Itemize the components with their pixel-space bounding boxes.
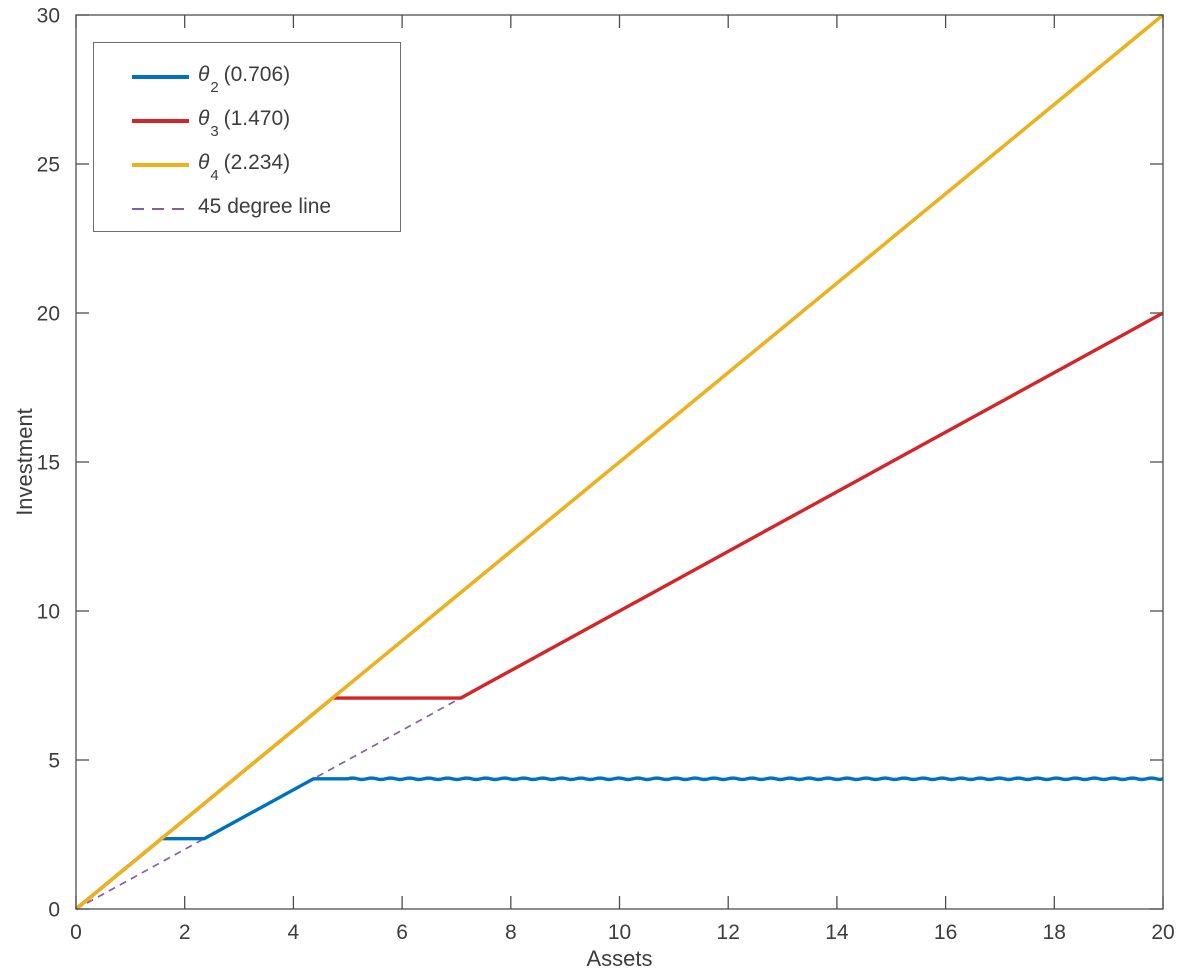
x-tick-label: 8 [505,921,517,944]
x-tick-label: 2 [179,921,191,944]
y-tick-label: 10 [37,601,60,624]
series-line-theta2 [74,776,1164,911]
theta-symbol: θ [198,151,210,175]
x-tick-label: 4 [288,921,300,944]
y-tick-label: 15 [37,452,60,475]
legend-line-sample-theta3 [132,119,189,123]
legend-line-sample-45-degree [132,208,189,210]
legend-label-theta3: θ3 (1.470) [198,107,291,139]
legend-item-theta4: θ4 (2.234) [94,151,400,184]
y-tick-label: 0 [48,899,60,922]
legend-line-sample-theta2 [132,75,189,79]
x-axis-label: Assets [586,946,653,971]
legend-label-theta4: θ4 (2.234) [198,151,291,183]
legend-label-45-degree: 45 degree line [198,195,331,222]
series-line-theta4 [74,13,1165,911]
theta-symbol: θ [198,107,210,131]
theta-subscript: 2 [210,78,219,96]
legend-label-theta2: θ2 (0.706) [198,63,291,95]
x-tick-label: 14 [825,921,849,944]
theta-subscript: 4 [210,166,219,184]
legend-item-theta3: θ3 (1.470) [94,107,400,140]
theta-value: (2.234) [217,151,291,175]
legend-text: 45 degree line [198,195,332,219]
x-tick-label: 12 [717,921,740,944]
theta-value: (1.470) [217,107,291,131]
y-axis-label: Investment [12,408,37,516]
theta-symbol: θ [198,63,210,87]
legend: θ2 (0.706) θ3 (1.470) θ4 (2.234) 45 degr… [93,42,401,232]
x-tick-label: 20 [1151,921,1174,944]
x-tick-label: 16 [934,921,957,944]
y-tick-label: 30 [37,5,60,28]
y-tick-label: 25 [37,154,60,177]
legend-item-theta2: θ2 (0.706) [94,63,400,96]
y-tick-label: 5 [48,750,60,773]
legend-line-sample-theta4 [132,163,189,167]
x-tick-label: 18 [1043,921,1066,944]
y-tick-label: 20 [37,303,60,326]
theta-value: (0.706) [217,63,291,87]
legend-item-45-degree-line: 45 degree line [94,195,400,222]
x-tick-label: 10 [608,921,631,944]
x-tick-label: 6 [396,921,408,944]
x-tick-label: 0 [70,921,82,944]
theta-subscript: 3 [210,122,219,140]
